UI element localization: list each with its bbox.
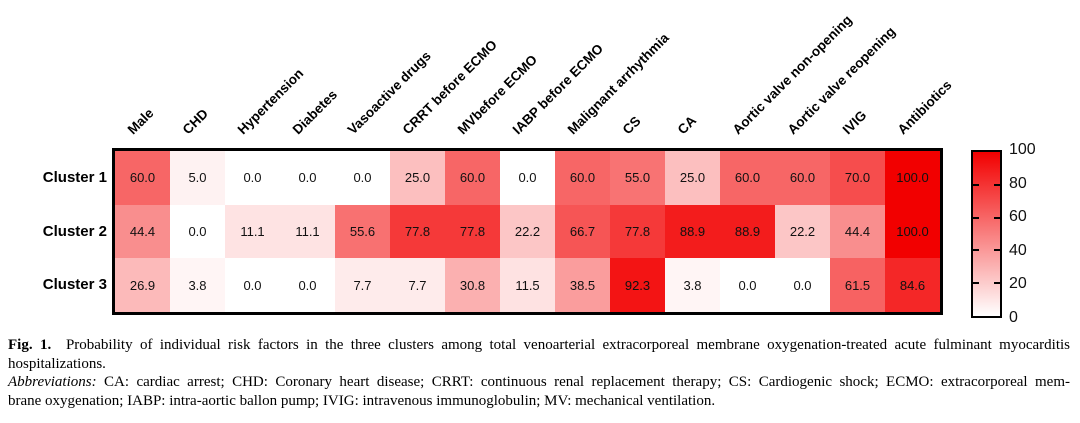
colorbar-tick [973,183,979,186]
figure-number: Fig. 1. [8,337,52,353]
colorbar [971,150,1002,318]
heatmap-cell: 44.4 [830,204,885,259]
abbreviations-label: Abbreviations: [8,374,97,391]
heatmap-cell: 44.4 [115,204,170,259]
column-label: Antibiotics [894,77,955,138]
heatmap-cell: 11.5 [500,258,555,312]
colorbar-tick-label: 0 [1009,309,1018,326]
heatmap-cell: 7.7 [390,258,445,312]
heatmap-cell: 0.0 [500,151,555,205]
heatmap-cell: 0.0 [170,204,225,259]
heatmap-cell: 92.3 [610,258,665,312]
figure-caption: Fig. 1. Probability of individual risk f… [8,336,1070,410]
heatmap-cell: 77.8 [390,204,445,259]
heatmap-cell: 25.0 [665,151,720,205]
heatmap-cell: 0.0 [280,151,335,205]
abbreviations-text: CA: cardiac arrest; CHD: Coronary heart … [104,374,1070,391]
colorbar-tick [994,183,1000,186]
row-label: Cluster 3 [42,276,107,294]
column-label: Male [124,105,157,138]
heatmap-cell: 5.0 [170,151,225,205]
heatmap-cell: 55.6 [335,204,390,259]
row-label: Cluster 1 [42,168,107,186]
column-label: Malignant arrhythmia [564,30,672,138]
heatmap-cell: 70.0 [830,151,885,205]
heatmap-cell: 77.8 [445,204,500,259]
column-label: Aortic valve reopening [784,23,898,138]
colorbar-tick [994,216,1000,219]
heatmap-cell: 88.9 [665,204,720,259]
heatmap-cell: 60.0 [720,151,775,205]
heatmap-cell: 100.0 [885,151,940,205]
heatmap-cell: 0.0 [225,151,280,205]
column-label: CRRT before ECMO [399,37,500,138]
heatmap-cell: 22.2 [775,204,830,259]
colorbar-tick [973,282,979,285]
heatmap-cell: 66.7 [555,204,610,259]
heatmap-cell: 60.0 [775,151,830,205]
colorbar-tick [994,282,1000,285]
column-label: CA [674,112,699,138]
heatmap-cell: 0.0 [720,258,775,312]
heatmap-cell: 0.0 [225,258,280,312]
caption-line-4: brane oxygenation; IABP: intra-aortic ba… [8,392,716,409]
heatmap-cell: 100.0 [885,204,940,259]
colorbar-tick-label: 100 [1009,141,1036,158]
colorbar-tick [994,249,1000,252]
heatmap-cell: 0.0 [335,151,390,205]
heatmap-cell: 77.8 [610,204,665,259]
column-label: CHD [179,106,211,138]
heatmap: 60.0 5.0 0.0 0.0 0.0 25.0 60.0 0.0 60.0 55.0 25.0 6… [112,148,943,315]
column-label: Diabetes [289,86,340,138]
heatmap-cell: 11.1 [225,204,280,259]
colorbar-tick [973,249,979,252]
heatmap-cell: 84.6 [885,258,940,312]
heatmap-cell: 55.0 [610,151,665,205]
heatmap-cell: 11.1 [280,204,335,259]
heatmap-cell: 60.0 [555,151,610,205]
heatmap-cell: 22.2 [500,204,555,259]
heatmap-cell: 38.5 [555,258,610,312]
colorbar-tick-label: 80 [1009,174,1027,192]
caption-line-1: Fig. 1. Probability of individual risk f… [8,336,1070,355]
heatmap-cell: 61.5 [830,258,885,312]
heatmap-cell: 60.0 [115,151,170,205]
colorbar-tick-label: 60 [1009,208,1027,226]
heatmap-cell: 30.8 [445,258,500,312]
heatmap-cell: 3.8 [665,258,720,312]
heatmap-cell: 26.9 [115,258,170,312]
colorbar-gradient [973,152,1000,316]
colorbar-tick [973,216,979,219]
heatmap-cell: 60.0 [445,151,500,205]
row-label: Cluster 2 [42,222,107,240]
caption-text: Probability of individual risk factors i… [65,337,1070,353]
caption-line-3: Abbreviations: CA: cardiac arrest; CHD: … [8,373,1070,392]
heatmap-cell: 0.0 [280,258,335,312]
column-label: IVIG [839,107,869,138]
heatmap-cell: 7.7 [335,258,390,312]
colorbar-tick-label: 20 [1009,275,1027,293]
heatmap-cell: 88.9 [720,204,775,259]
heatmap-cell: 0.0 [775,258,830,312]
heatmap-cell: 3.8 [170,258,225,312]
caption-line-2: hospitalizations. [8,355,106,372]
column-label: CS [619,113,644,138]
colorbar-tick-label: 40 [1009,241,1027,259]
heatmap-cell: 25.0 [390,151,445,205]
